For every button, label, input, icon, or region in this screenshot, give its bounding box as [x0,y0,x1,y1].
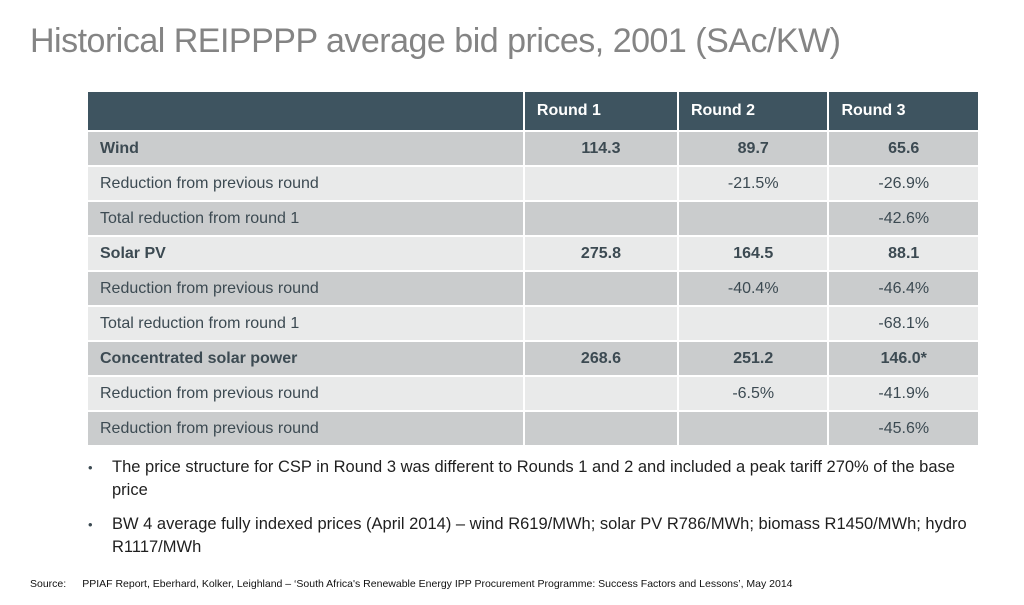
footnote-text: The price structure for CSP in Round 3 w… [112,458,955,499]
table-row-solar-total-reduction: Total reduction from round 1 -68.1% [88,307,978,340]
row-label: Reduction from previous round [88,167,523,200]
cell-value [678,202,828,235]
source-label: Source: [30,578,67,590]
cell-value [524,412,677,445]
table-header-row: Round 1 Round 2 Round 3 [88,92,978,130]
row-label: Total reduction from round 1 [88,307,523,340]
bullet-icon: • [88,517,93,532]
table-row-csp-reduction-prev: Reduction from previous round -6.5% -41.… [88,377,978,410]
cell-value: -45.6% [829,412,978,445]
source-line: Source: PPIAF Report, Eberhard, Kolker, L… [30,578,793,590]
table-row-csp: Concentrated solar power 268.6 251.2 146… [88,342,978,375]
table-row-solar-reduction-prev: Reduction from previous round -40.4% -46… [88,272,978,305]
bid-price-table: Round 1 Round 2 Round 3 Wind 114.3 89.7 … [86,90,980,447]
cell-value: -26.9% [829,167,978,200]
source-text: PPIAF Report, Eberhard, Kolker, Leighlan… [82,578,793,590]
cell-value: -42.6% [829,202,978,235]
cell-value [524,272,677,305]
table-row-wind-total-reduction: Total reduction from round 1 -42.6% [88,202,978,235]
cell-value: -68.1% [829,307,978,340]
cell-value [524,307,677,340]
footnote-bw4-prices: • BW 4 average fully indexed prices (Apr… [88,513,972,559]
cell-value: 251.2 [678,342,828,375]
cell-value: 146.0* [829,342,978,375]
cell-value: 89.7 [678,132,828,165]
row-label: Total reduction from round 1 [88,202,523,235]
table-row-wind: Wind 114.3 89.7 65.6 [88,132,978,165]
table-row-csp-reduction-prev-2: Reduction from previous round -45.6% [88,412,978,445]
footnote-text: BW 4 average fully indexed prices (April… [112,515,967,556]
cell-value [524,202,677,235]
row-label: Reduction from previous round [88,272,523,305]
cell-value: -40.4% [678,272,828,305]
cell-value [524,167,677,200]
row-label: Reduction from previous round [88,412,523,445]
table-row-wind-reduction-prev: Reduction from previous round -21.5% -26… [88,167,978,200]
cell-value: -21.5% [678,167,828,200]
cell-value: 275.8 [524,237,677,270]
cell-value: 65.6 [829,132,978,165]
cell-value: 114.3 [524,132,677,165]
header-cell-technology [88,92,523,130]
row-label: Solar PV [88,237,523,270]
row-label: Wind [88,132,523,165]
footnotes: • The price structure for CSP in Round 3… [88,456,972,570]
footnote-csp-pricing: • The price structure for CSP in Round 3… [88,456,972,502]
header-cell-round-3: Round 3 [829,92,978,130]
cell-value [678,412,828,445]
row-label: Concentrated solar power [88,342,523,375]
page-title: Historical REIPPPP average bid prices, 2… [30,22,841,60]
header-cell-round-2: Round 2 [678,92,828,130]
cell-value [524,377,677,410]
cell-value: 88.1 [829,237,978,270]
bullet-icon: • [88,460,93,475]
cell-value: -6.5% [678,377,828,410]
header-cell-round-1: Round 1 [524,92,677,130]
cell-value [678,307,828,340]
table-row-solar-pv: Solar PV 275.8 164.5 88.1 [88,237,978,270]
cell-value: -41.9% [829,377,978,410]
cell-value: 164.5 [678,237,828,270]
cell-value: -46.4% [829,272,978,305]
row-label: Reduction from previous round [88,377,523,410]
cell-value: 268.6 [524,342,677,375]
